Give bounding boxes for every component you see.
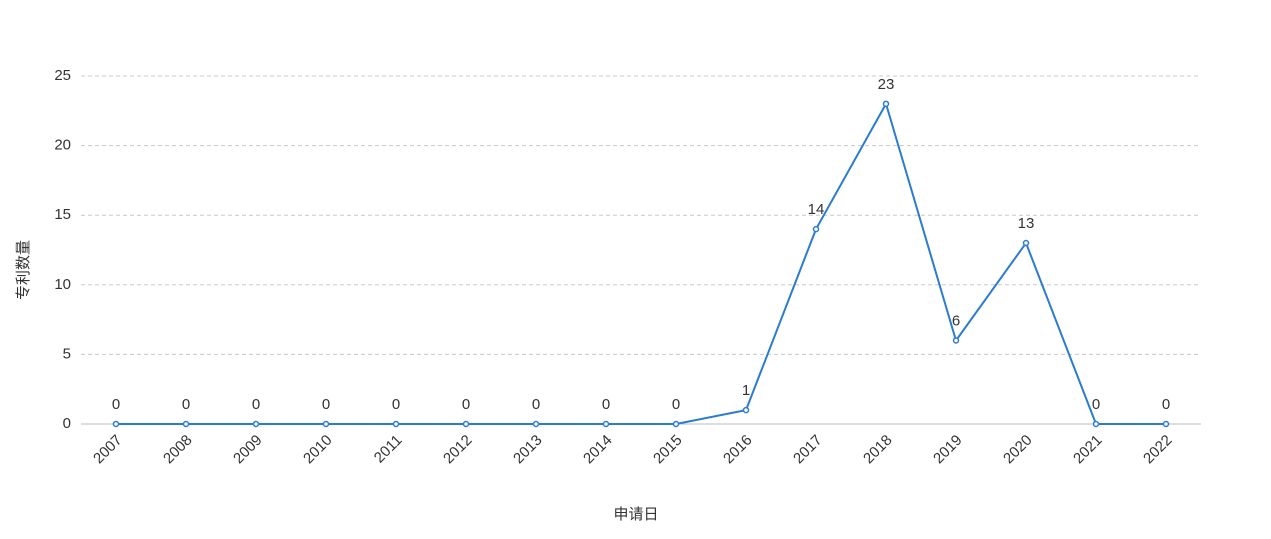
y-tick-label: 0 — [63, 415, 71, 432]
data-label: 0 — [462, 396, 470, 413]
x-tick-label: 2011 — [371, 432, 406, 467]
point — [532, 420, 540, 428]
data-label: 13 — [1018, 215, 1035, 232]
y-tick-label: 25 — [54, 67, 71, 84]
data-label: 0 — [1162, 396, 1170, 413]
y-tick-label: 10 — [54, 276, 71, 293]
x-tick-label: 2020 — [1000, 432, 1036, 468]
data-label: 6 — [952, 312, 960, 329]
x-tick-label: 2008 — [160, 432, 196, 468]
x-tick-label: 2010 — [300, 432, 336, 468]
point — [672, 420, 680, 428]
data-label: 0 — [1092, 396, 1100, 413]
x-tick-label: 2018 — [860, 432, 896, 468]
point — [112, 420, 120, 428]
point — [812, 225, 820, 233]
point — [1092, 420, 1100, 428]
data-label: 0 — [182, 396, 190, 413]
y-tick-label: 15 — [54, 206, 71, 223]
point — [392, 420, 400, 428]
point — [602, 420, 610, 428]
x-tick-label: 2012 — [440, 432, 476, 468]
x-tick-label: 2021 — [1070, 432, 1106, 468]
point — [252, 420, 260, 428]
data-label: 14 — [808, 201, 825, 218]
point — [1162, 420, 1170, 428]
data-label: 0 — [252, 396, 260, 413]
x-tick-label: 2017 — [790, 432, 826, 468]
x-tick-label: 2014 — [580, 432, 616, 468]
x-tick-label: 2007 — [90, 432, 126, 468]
point — [462, 420, 470, 428]
data-label: 23 — [878, 76, 895, 93]
y-axis-title: 专利数量 — [15, 240, 32, 300]
point — [882, 100, 890, 108]
y-tick-label: 20 — [54, 137, 71, 154]
point — [742, 406, 750, 414]
data-label: 0 — [112, 396, 120, 413]
point — [952, 337, 960, 344]
point — [322, 420, 330, 428]
data-label: 0 — [322, 396, 330, 413]
point — [182, 420, 190, 428]
data-label: 0 — [672, 396, 680, 413]
data-label: 0 — [602, 396, 610, 413]
x-tick-label: 2019 — [930, 432, 966, 468]
point — [1022, 239, 1030, 247]
data-label: 0 — [532, 396, 540, 413]
y-tick-label: 5 — [63, 345, 71, 362]
x-tick-label: 2022 — [1140, 432, 1176, 468]
data-label: 1 — [742, 382, 750, 399]
x-tick-label: 2009 — [230, 432, 266, 468]
x-tick-label: 2016 — [720, 432, 756, 468]
data-label: 0 — [392, 396, 400, 413]
x-tick-label: 2015 — [650, 432, 686, 468]
x-axis-title: 申请日 — [613, 506, 658, 523]
x-tick-label: 2013 — [510, 432, 546, 468]
line — [116, 101, 1166, 425]
